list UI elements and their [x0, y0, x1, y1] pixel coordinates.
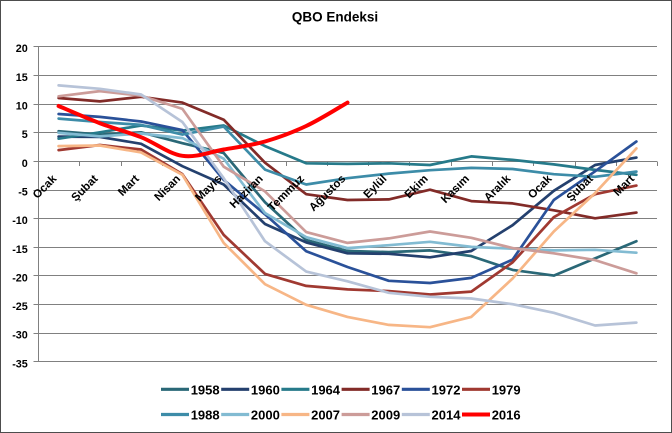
- svg-text:-25: -25: [12, 301, 28, 313]
- svg-text:2014: 2014: [432, 408, 462, 423]
- svg-text:1979: 1979: [492, 382, 521, 397]
- svg-text:1964: 1964: [311, 382, 341, 397]
- svg-text:QBO Endeksi: QBO Endeksi: [292, 10, 378, 25]
- svg-text:15: 15: [16, 72, 28, 84]
- svg-text:1960: 1960: [251, 382, 280, 397]
- svg-text:1967: 1967: [371, 382, 400, 397]
- svg-text:20: 20: [16, 43, 28, 55]
- svg-text:-5: -5: [18, 187, 28, 199]
- svg-text:2009: 2009: [371, 408, 400, 423]
- svg-text:-20: -20: [12, 272, 28, 284]
- svg-text:-35: -35: [12, 358, 28, 370]
- svg-text:1958: 1958: [191, 382, 220, 397]
- svg-text:1972: 1972: [432, 382, 461, 397]
- svg-text:2007: 2007: [311, 408, 340, 423]
- svg-text:2016: 2016: [492, 408, 521, 423]
- svg-text:1988: 1988: [191, 408, 220, 423]
- svg-text:-30: -30: [12, 330, 28, 342]
- svg-text:0: 0: [22, 158, 28, 170]
- svg-text:2000: 2000: [251, 408, 280, 423]
- svg-text:10: 10: [16, 101, 28, 113]
- svg-text:5: 5: [22, 129, 28, 141]
- svg-text:-10: -10: [12, 215, 28, 227]
- svg-text:-15: -15: [12, 244, 28, 256]
